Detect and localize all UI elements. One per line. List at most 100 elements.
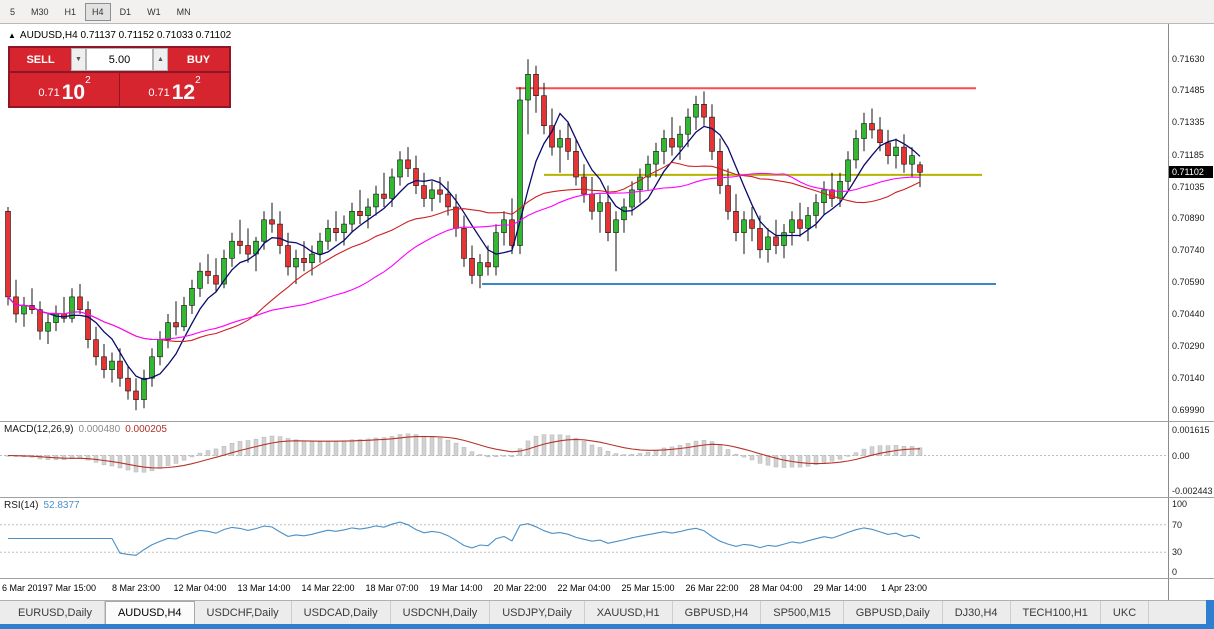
price-axis-label: 0.71485 <box>1172 85 1205 95</box>
buy-price-button[interactable]: 0.71 12 2 <box>120 73 229 106</box>
timeframe-button-5[interactable]: 5 <box>10 6 16 17</box>
one-click-toggle-icon[interactable]: ▲ <box>8 31 16 40</box>
timeframe-button-d1[interactable]: D1 <box>119 6 132 17</box>
macd-axis-label: -0.002443 <box>1172 486 1213 496</box>
rsi-plot[interactable]: RSI(14) 52.8377 <box>0 498 1168 578</box>
time-axis-label: 19 Mar 14:00 <box>429 583 483 593</box>
chart-tab-xauusd-h1[interactable]: XAUUSD,H1 <box>585 601 673 624</box>
timeframe-button-mn[interactable]: MN <box>176 6 191 17</box>
current-price-badge: 0.71102 <box>1169 166 1213 178</box>
price-axis-label: 0.70140 <box>1172 373 1205 383</box>
lot-size-input[interactable]: 5.00 <box>86 48 153 71</box>
price-axis-label: 0.71630 <box>1172 54 1205 64</box>
price-axis-label: 0.70890 <box>1172 213 1205 223</box>
time-axis-label: 6 Mar 2019 <box>2 583 48 593</box>
chart-tab-eurusd-daily[interactable]: EURUSD,Daily <box>6 601 105 624</box>
time-axis-label: 29 Mar 14:00 <box>813 583 867 593</box>
price-axis-label: 0.71035 <box>1172 182 1205 192</box>
ma-slow-magenta <box>7 172 921 341</box>
price-axis[interactable]: 0.71102 0.71630 0.71485 0.71335 0.71185 0.71… <box>1168 24 1214 421</box>
time-axis-label: 8 Mar 23:00 <box>111 583 161 593</box>
time-axis-labels: 6 Mar 2019 7 Mar 15:00 8 Mar 23:00 12 Mar 0… <box>0 579 1168 600</box>
triangle-up-icon: ▲ <box>157 56 164 63</box>
time-axis-label: 26 Mar 22:00 <box>685 583 739 593</box>
main-chart-panel: ▲ AUDUSD,H4 0.71137 0.71152 0.71033 0.711… <box>0 24 1214 421</box>
window-edge <box>1206 600 1214 624</box>
time-axis-label: 1 Apr 23:00 <box>880 583 928 593</box>
chart-tab-sp500-m15[interactable]: SP500,M15 <box>761 601 844 624</box>
time-axis-label: 25 Mar 15:00 <box>621 583 675 593</box>
chart-tab-audusd-h4[interactable]: AUDUSD,H4 <box>104 601 195 624</box>
timeframe-button-m30[interactable]: M30 <box>31 6 49 17</box>
buy-price-pips: 12 <box>171 81 196 104</box>
chart-tab-usdcad-daily[interactable]: USDCAD,Daily <box>292 601 391 624</box>
price-axis-label: 0.69990 <box>1172 405 1205 415</box>
macd-plot[interactable]: MACD(12,26,9) 0.000480 0.000205 <box>0 422 1168 497</box>
buy-button[interactable]: BUY <box>168 48 229 71</box>
window-bottom-border <box>0 624 1214 629</box>
time-axis-label: 18 Mar 07:00 <box>365 583 419 593</box>
rsi-panel: RSI(14) 52.8377 100 70 30 0 <box>0 497 1214 578</box>
timeframe-button-h1[interactable]: H1 <box>64 6 77 17</box>
triangle-down-icon: ▼ <box>75 56 82 63</box>
macd-axis[interactable]: 0.001615 0.00 -0.002443 <box>1168 422 1214 497</box>
rsi-axis-label: 100 <box>1172 499 1188 509</box>
chart-tab-usdjpy-daily[interactable]: USDJPY,Daily <box>490 601 585 624</box>
price-axis-label: 0.70590 <box>1172 277 1205 287</box>
time-axis-label: 7 Mar 15:00 <box>47 583 97 593</box>
sell-price-button[interactable]: 0.71 10 2 <box>10 73 119 106</box>
rsi-axis-label: 30 <box>1172 547 1183 557</box>
symbol-ohlc-text: AUDUSD,H4 0.71137 0.71152 0.71033 0.7110… <box>19 30 232 41</box>
macd-name: MACD(12,26,9) <box>4 424 74 435</box>
sell-price-pips: 10 <box>61 81 86 104</box>
macd-axis-label: 0.00 <box>1172 451 1190 461</box>
chart-tab-usdchf-daily[interactable]: USDCHF,Daily <box>195 601 292 624</box>
macd-signal-line <box>7 435 921 469</box>
macd-label: MACD(12,26,9) 0.000480 0.000205 <box>4 424 167 435</box>
buy-price-prefix: 0.71 <box>148 87 170 99</box>
rsi-name: RSI(14) <box>4 500 39 511</box>
buy-price-point: 2 <box>195 75 201 86</box>
time-axis-label: 22 Mar 04:00 <box>557 583 611 593</box>
time-axis-label: 13 Mar 14:00 <box>237 583 291 593</box>
chart-tab-ukc[interactable]: UKC <box>1101 601 1150 624</box>
chart-tab-gbpusd-h4[interactable]: GBPUSD,H4 <box>673 601 762 624</box>
price-axis-label: 0.70440 <box>1172 309 1205 319</box>
macd-axis-label: 0.001615 <box>1172 425 1210 435</box>
chart-tab-usdcnh-daily[interactable]: USDCNH,Daily <box>391 601 491 624</box>
symbol-info: ▲ AUDUSD,H4 0.71137 0.71152 0.71033 0.711… <box>8 30 231 41</box>
chart-tab-dj30-h4[interactable]: DJ30,H4 <box>943 601 1011 624</box>
lot-decrease-button[interactable]: ▼ <box>71 48 86 71</box>
macd-panel: MACD(12,26,9) 0.000480 0.000205 0.001615 0.… <box>0 421 1214 497</box>
price-axis-label: 0.70740 <box>1172 245 1205 255</box>
rsi-value: 52.8377 <box>43 500 80 511</box>
rsi-label: RSI(14) 52.8377 <box>4 500 80 511</box>
macd-signal-value: 0.000205 <box>125 424 167 435</box>
time-axis[interactable]: 6 Mar 2019 7 Mar 15:00 8 Mar 23:00 12 Mar 0… <box>0 578 1214 600</box>
price-axis-label: 0.70290 <box>1172 341 1205 351</box>
macd-histogram <box>5 433 923 473</box>
time-axis-label: 14 Mar 22:00 <box>301 583 355 593</box>
lot-increase-button[interactable]: ▲ <box>153 48 168 71</box>
time-axis-label: 28 Mar 04:00 <box>749 583 803 593</box>
candlesticks <box>5 59 923 411</box>
main-chart-plot[interactable]: ▲ AUDUSD,H4 0.71137 0.71152 0.71033 0.711… <box>0 24 1168 421</box>
time-axis-corner <box>1168 579 1214 600</box>
time-axis-label: 12 Mar 04:00 <box>173 583 227 593</box>
chart-tab-tech100-h1[interactable]: TECH100,H1 <box>1011 601 1101 624</box>
chart-tab-gbpusd-daily[interactable]: GBPUSD,Daily <box>844 601 943 624</box>
one-click-trading-panel: SELL ▼ 5.00 ▲ BUY 0.71 10 2 0.71 12 2 <box>8 46 231 108</box>
sell-price-point: 2 <box>85 75 91 86</box>
chart-tab-bar: EURUSD,Daily AUDUSD,H4 USDCHF,Daily USDCAD,… <box>0 600 1214 624</box>
timeframe-button-h4[interactable]: H4 <box>85 2 111 21</box>
rsi-line <box>8 521 921 556</box>
sell-button[interactable]: SELL <box>10 48 71 71</box>
rsi-axis-label: 70 <box>1172 520 1183 530</box>
sell-price-prefix: 0.71 <box>38 87 60 99</box>
macd-main-value: 0.000480 <box>78 424 121 435</box>
timeframe-button-w1[interactable]: W1 <box>147 6 161 17</box>
rsi-axis[interactable]: 100 70 30 0 <box>1168 498 1214 578</box>
price-axis-label: 0.71185 <box>1172 150 1204 160</box>
timeframe-toolbar: 5 M30 H1 H4 D1 W1 MN <box>0 0 1214 24</box>
